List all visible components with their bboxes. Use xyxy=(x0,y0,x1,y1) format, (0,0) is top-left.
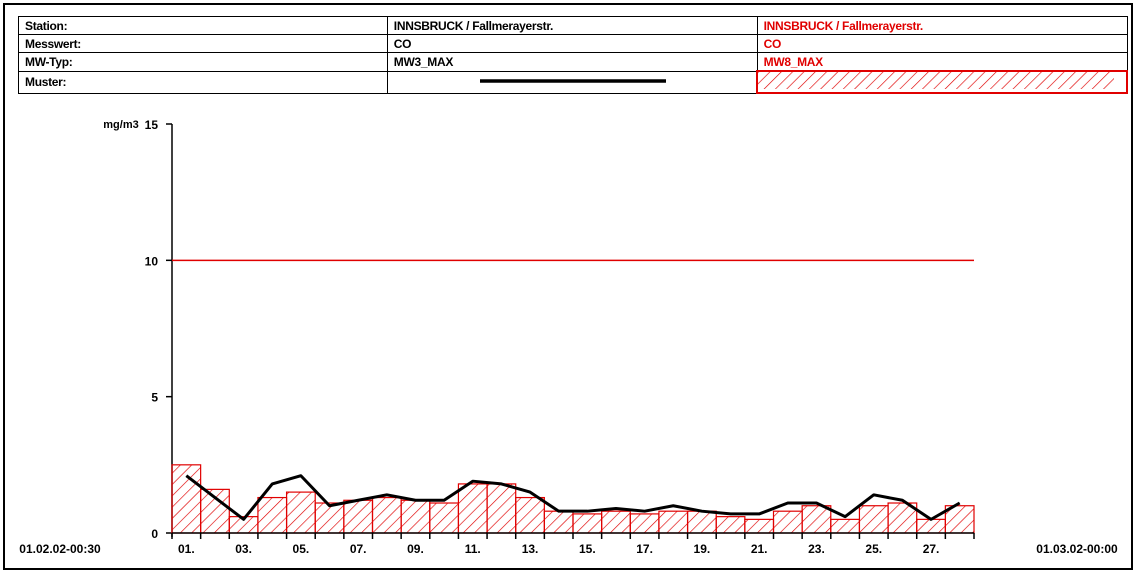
legend-row-station: Station: INNSBRUCK / Fallmerayerstr. INN… xyxy=(18,16,1128,35)
x-tick-label: 17. xyxy=(636,542,653,556)
legend-series2-pattern xyxy=(756,70,1128,94)
bar xyxy=(486,483,517,534)
x-start-label: 01.02.02-00:30 xyxy=(19,542,101,556)
x-tick-label: 07. xyxy=(350,542,367,556)
bar xyxy=(257,496,288,534)
bar xyxy=(658,510,689,534)
y-tick-label: 15 xyxy=(145,118,159,132)
y-axis: 0 5 10 15 xyxy=(145,118,173,541)
x-axis: 01. 03. 05. 07. 09. 11. 13. 15. 17. 19. 21. 23. 25. 2… xyxy=(171,532,975,556)
bar xyxy=(715,516,746,534)
hatch-pattern-swatch xyxy=(759,73,1115,89)
x-tick-label: 09. xyxy=(407,542,424,556)
legend-row-messwert: Messwert: CO CO xyxy=(18,34,1128,53)
x-tick-label: 25. xyxy=(865,542,882,556)
bar xyxy=(858,505,889,534)
bar xyxy=(916,518,946,534)
legend-series1-pattern xyxy=(386,70,758,94)
y-axis-unit-label: mg/m3 xyxy=(103,119,138,131)
x-tick-label: 27. xyxy=(923,542,940,556)
legend-label-messwert: Messwert: xyxy=(18,34,388,53)
legend-row-muster: Muster: xyxy=(18,70,1128,94)
legend-series1-messwert: CO xyxy=(386,34,758,53)
chart-frame xyxy=(3,3,1133,570)
line-pattern-swatch xyxy=(479,79,666,83)
line-series xyxy=(185,474,961,521)
y-tick-label: 5 xyxy=(151,391,158,405)
x-tick-label: 01. xyxy=(178,542,195,556)
x-tick-label: 21. xyxy=(751,542,768,556)
bar xyxy=(830,518,861,534)
x-tick-label: 19. xyxy=(694,542,711,556)
x-tick-label: 13. xyxy=(522,542,539,556)
bar xyxy=(601,510,631,534)
bar xyxy=(429,502,460,534)
line-path xyxy=(185,474,961,521)
x-tick-label: 11. xyxy=(465,542,481,556)
legend-table: Station: INNSBRUCK / Fallmerayerstr. INN… xyxy=(18,16,1128,94)
legend-series1-station: INNSBRUCK / Fallmerayerstr. xyxy=(386,16,758,35)
legend-label-muster: Muster: xyxy=(18,70,388,94)
bar xyxy=(343,499,374,534)
bar xyxy=(515,496,545,534)
bar xyxy=(171,464,202,534)
y-tick-label: 10 xyxy=(145,254,159,268)
x-end-label: 01.03.02-00:00 xyxy=(1036,542,1118,556)
bar xyxy=(285,491,316,534)
bar xyxy=(801,505,832,534)
bar xyxy=(543,510,574,534)
x-tick-label: 05. xyxy=(293,542,310,556)
x-tick-label: 03. xyxy=(235,542,252,556)
bar xyxy=(629,513,660,534)
legend-series2-station: INNSBRUCK / Fallmerayerstr. xyxy=(756,16,1128,35)
bar xyxy=(457,483,488,534)
y-tick-label: 0 xyxy=(151,527,158,541)
bar-series xyxy=(171,464,975,534)
bar xyxy=(314,502,345,534)
bar xyxy=(400,499,431,534)
x-tick-label: 15. xyxy=(579,542,596,556)
bar xyxy=(371,496,402,534)
bar xyxy=(772,510,803,534)
bar xyxy=(572,513,603,534)
bar xyxy=(744,518,775,534)
bar xyxy=(944,505,975,534)
bar xyxy=(686,510,717,534)
legend-series2-messwert: CO xyxy=(756,34,1128,53)
x-tick-label: 23. xyxy=(808,542,825,556)
